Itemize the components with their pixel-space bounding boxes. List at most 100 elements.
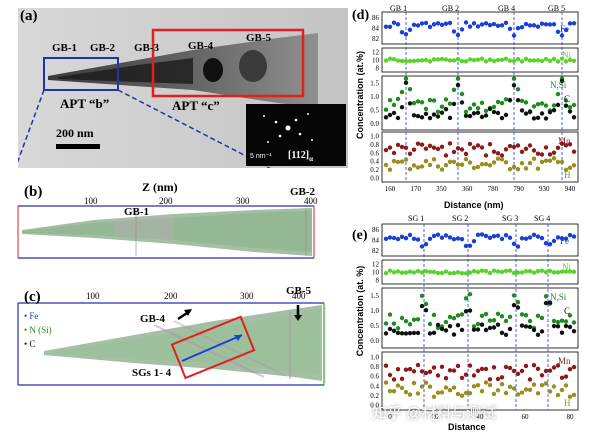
data-point-nsi — [531, 104, 537, 109]
data-point-fe — [559, 236, 565, 241]
panel-c-tick-400: 400 — [292, 291, 306, 301]
data-point-c — [499, 115, 505, 121]
data-point-c — [491, 109, 497, 115]
data-point-nsi — [399, 89, 405, 95]
data-point-nsi — [391, 321, 397, 326]
data-point-ni — [507, 268, 513, 273]
data-point-fe — [487, 22, 493, 28]
data-point-fe — [567, 21, 573, 26]
data-point-ni — [383, 271, 389, 276]
panel-c-gb4-label: GB-4 — [140, 313, 166, 325]
data-point-mn — [391, 150, 397, 156]
data-point-mn — [491, 365, 497, 370]
data-point-h — [511, 386, 517, 391]
series-label: Ni — [562, 262, 571, 272]
series-label: Ni — [562, 50, 571, 60]
data-point-ni — [439, 56, 445, 62]
data-point-fe — [467, 24, 473, 29]
panel-e-boundary-2: SG 2 — [452, 214, 469, 223]
y-tick-label: 1.0 — [370, 353, 379, 361]
data-point-nsi — [551, 103, 557, 108]
data-point-h — [491, 391, 497, 397]
data-point-h — [495, 388, 501, 393]
panel-e-boundary-3: SG 3 — [502, 214, 519, 223]
data-point-ni — [495, 269, 501, 274]
data-point-h — [519, 161, 525, 166]
data-point-c — [523, 111, 529, 116]
data-point-mn — [403, 367, 409, 372]
data-point-ni — [455, 57, 461, 62]
data-point-c — [391, 110, 397, 116]
series-label: Fe — [560, 236, 569, 246]
data-point-fe — [411, 22, 417, 27]
data-point-h — [419, 164, 425, 169]
data-point-ni — [399, 270, 405, 275]
data-point-ni — [503, 268, 509, 274]
data-point-h — [411, 380, 417, 386]
data-point-fe — [427, 24, 433, 30]
apt-c-label: APT “c” — [172, 98, 220, 113]
data-point-fe — [395, 236, 401, 242]
data-point-ni — [419, 58, 425, 63]
data-point-mn — [535, 366, 541, 371]
data-point-c — [495, 110, 501, 116]
data-point-fe — [399, 234, 405, 239]
data-point-mn — [399, 144, 405, 150]
data-point-mn — [451, 149, 457, 155]
data-point-mn — [487, 142, 493, 147]
data-point-mn — [503, 147, 509, 152]
data-point-nsi — [447, 101, 453, 106]
x-tick-label: 40 — [477, 413, 485, 421]
data-point-fe — [543, 22, 549, 27]
data-point-ni — [559, 56, 565, 61]
data-point-nsi — [419, 293, 425, 298]
panel-b-tick-200: 200 — [159, 196, 173, 206]
data-point-c — [423, 111, 429, 117]
data-point-mn — [531, 148, 537, 153]
data-point-fe — [519, 236, 525, 241]
data-point-c — [415, 113, 421, 119]
plot-band-frame — [381, 11, 579, 45]
data-point-h — [511, 164, 517, 170]
data-point-nsi — [399, 315, 405, 321]
data-point-mn — [567, 367, 573, 372]
data-point-mn — [539, 152, 545, 157]
y-tick-label: 0.4 — [370, 158, 379, 166]
x-tick-label: 60 — [522, 413, 530, 421]
data-point-mn — [547, 368, 553, 373]
data-point-h — [519, 390, 525, 395]
data-point-mn — [535, 151, 541, 156]
data-point-ni — [563, 269, 569, 274]
data-point-ni — [459, 59, 465, 64]
data-point-ni — [519, 270, 525, 275]
plot-band-frame — [381, 223, 579, 257]
data-point-mn — [419, 142, 425, 147]
data-point-c — [423, 308, 429, 313]
data-point-h — [479, 389, 485, 394]
data-point-h — [383, 162, 389, 168]
data-point-ni — [571, 58, 577, 63]
data-point-ni — [399, 58, 405, 64]
data-point-ni — [559, 269, 565, 274]
data-point-c — [475, 110, 481, 116]
data-point-c — [503, 112, 509, 118]
data-point-mn — [551, 150, 557, 155]
data-point-ni — [383, 58, 389, 63]
data-point-mn — [443, 376, 449, 381]
data-point-c — [547, 300, 553, 305]
data-point-fe — [511, 241, 517, 246]
data-point-ni — [531, 58, 537, 63]
data-point-h — [407, 392, 413, 397]
data-point-nsi — [515, 300, 521, 305]
data-point-nsi — [571, 320, 577, 325]
data-point-ni — [467, 57, 473, 62]
data-point-c — [503, 332, 509, 337]
y-tick-label: 12 — [372, 261, 380, 269]
y-tick-label: 0.0 — [370, 120, 379, 128]
panel-b-gb1-label: GB-1 — [124, 206, 150, 218]
apt-c-reconstruction — [17, 302, 325, 386]
data-point-h — [543, 158, 549, 163]
data-point-ni — [423, 57, 429, 63]
data-point-ni — [491, 268, 497, 273]
y-tick-label: 0.8 — [370, 141, 379, 149]
